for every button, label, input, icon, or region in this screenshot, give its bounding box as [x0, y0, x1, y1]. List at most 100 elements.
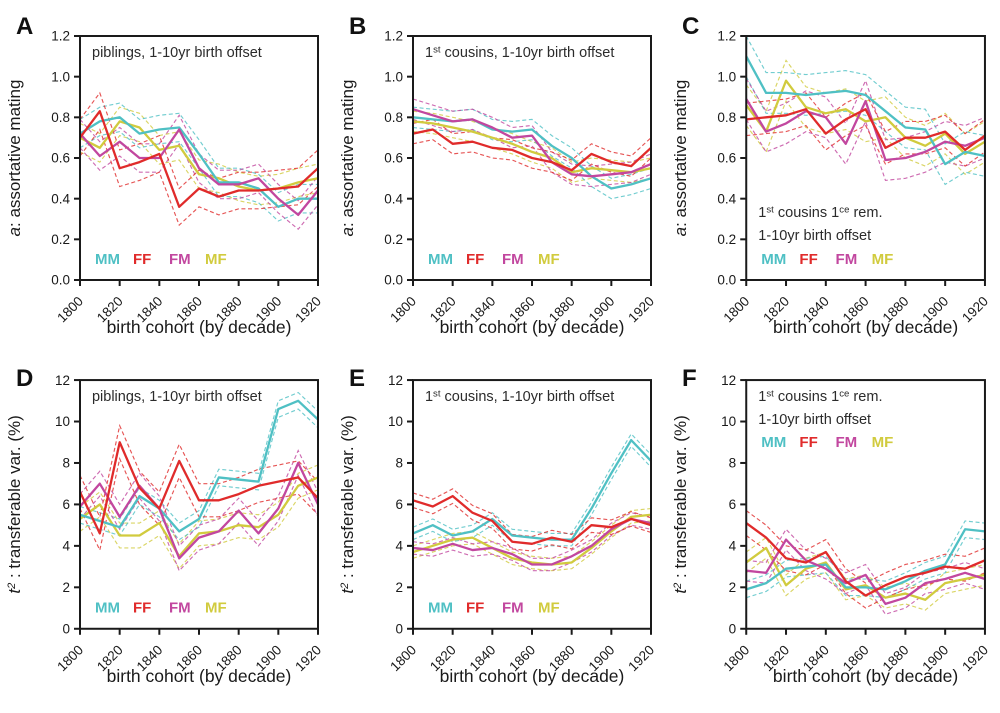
panel-A-line-FF: [79, 110, 319, 208]
legend-item-MM: MM: [761, 251, 786, 268]
legend-item-MF: MF: [872, 251, 894, 268]
panel-D-line-MF: [79, 476, 319, 558]
panel-A: 0.0 0.2 0.4 0.6 0.8 1.0 1.2 1800 1820 1840 1860 188…: [0, 0, 333, 356]
y-tick-label: 0.0: [384, 273, 403, 288]
panel-title-line: 1-10yr birth offset: [758, 412, 871, 428]
legend-item-MF: MF: [538, 600, 560, 617]
panel-E-ci-lower-MF: [412, 520, 652, 572]
panel-D-ci-upper-FM: [79, 449, 319, 547]
panel-title-line: 1st cousins, 1-10yr birth offset: [425, 389, 614, 406]
panel-B-line-FM: [412, 108, 652, 178]
legend-item-MM: MM: [428, 600, 453, 617]
panel-D-ci-upper-MM: [79, 391, 319, 524]
panel-C-ci-lower-FF: [746, 124, 986, 167]
y-tick-label: 4: [395, 539, 403, 554]
panel-C-line-FF: [746, 108, 986, 152]
panel-B-ci-upper-FM: [412, 98, 652, 167]
panel-C-line-FM: [745, 98, 986, 162]
panel-D: 0 2 4 6 8 10 12 1800 1820 1840 1860 1880 1900 1920 bir…: [0, 356, 333, 713]
legend-item-FM: FM: [502, 251, 524, 268]
y-tick-label: 10: [55, 414, 70, 429]
y-tick-label: 2: [395, 580, 403, 595]
panel-E-line-FF: [412, 494, 652, 545]
panel-D-line-FM: [79, 461, 319, 560]
x-axis-title: birth cohort (by decade): [773, 666, 958, 686]
panel-B-ci-lower-FM: [412, 118, 652, 188]
y-tick-label: 2: [62, 580, 70, 595]
panel-title-line: piblings, 1-10yr birth offset: [92, 389, 262, 405]
y-tick-label: 0.8: [717, 110, 736, 125]
legend-item-FF: FF: [799, 434, 817, 451]
y-tick-label: 1.2: [384, 29, 403, 44]
legend-item-MF: MF: [205, 251, 227, 268]
y-axis-title: a: assortative mating: [671, 80, 690, 237]
panel-D-ci-lower-FM: [79, 474, 319, 572]
y-tick-label: 4: [62, 539, 70, 554]
y-tick-label: 6: [62, 497, 70, 512]
legend-item-FM: FM: [836, 251, 858, 268]
y-tick-label: 12: [55, 373, 70, 388]
panel-A-line-MM: [79, 116, 318, 208]
y-tick-label: 1.0: [51, 69, 70, 84]
y-tick-label: 1.0: [717, 69, 736, 84]
y-tick-label: 0.8: [51, 110, 70, 125]
panel-C-line-MM: [745, 55, 986, 166]
legend-item-MM: MM: [95, 251, 120, 268]
y-tick-label: 1.0: [384, 69, 403, 84]
panel-E-ci-lower-FM: [412, 524, 652, 572]
legend-item-MM: MM: [95, 600, 120, 617]
x-tick-label: 1800: [387, 294, 419, 326]
panel-A-ci-upper-FF: [79, 91, 319, 190]
panel-E-line-MM: [412, 438, 652, 541]
panel-B-ci-lower-FF: [412, 139, 652, 182]
panel-E-ci-lower-FF: [412, 502, 652, 552]
y-tick-label: 12: [721, 373, 736, 388]
panel-letter: F: [682, 365, 697, 392]
y-tick-label: 0.2: [717, 232, 736, 247]
y-tick-label: 8: [395, 456, 403, 471]
x-tick-label: 1920: [625, 642, 657, 674]
y-tick-label: 0: [729, 621, 737, 636]
panel-title-line: 1st cousins 1ce rem.: [758, 389, 882, 406]
x-tick-label: 1920: [292, 294, 324, 326]
panel-C-ci-lower-FM: [745, 119, 986, 182]
y-tick-label: 10: [388, 414, 403, 429]
plot-area-A: [79, 91, 319, 231]
y-tick-label: 0.4: [51, 191, 70, 206]
plot-frame: [79, 379, 319, 630]
plot-area-B: [412, 98, 652, 200]
plot-area-C: [745, 35, 986, 186]
legend-item-FF: FF: [466, 600, 484, 617]
y-tick-label: 4: [729, 539, 737, 554]
panel-letter: A: [16, 13, 33, 40]
plot-frame: [412, 379, 652, 630]
y-tick-label: 0.0: [51, 273, 70, 288]
x-tick-label: 1800: [720, 642, 752, 674]
panel-letter: E: [349, 365, 365, 392]
panel-F-line-MF: [745, 546, 986, 601]
panel-C-line-MF: [745, 79, 986, 156]
x-axis-title: birth cohort (by decade): [440, 317, 625, 337]
y-tick-label: 0.2: [51, 232, 70, 247]
y-tick-label: 1.2: [717, 29, 736, 44]
panel-F-line-MM: [745, 528, 986, 591]
y-axis-title: a: assortative mating: [338, 80, 357, 237]
panel-D-line-MM: [79, 399, 319, 533]
panel-D-line-FF: [79, 441, 319, 535]
panel-A-ci-lower-FM: [79, 142, 319, 231]
panel-F-ci-upper-FF: [745, 510, 986, 584]
panel-A-ci-upper-FM: [79, 114, 319, 202]
legend-item-FF: FF: [466, 251, 484, 268]
y-tick-label: 0.8: [384, 110, 403, 125]
x-tick-label: 1920: [625, 294, 657, 326]
y-tick-label: 6: [729, 497, 737, 512]
panel-title-line: 1st cousins 1ce rem.: [758, 205, 882, 221]
y-tick-label: 10: [721, 414, 736, 429]
y-tick-label: 8: [729, 456, 737, 471]
panel-C-ci-upper-MM: [745, 35, 986, 145]
panel-E-line-MF: [412, 513, 652, 566]
panel-D-ci-upper-FF: [79, 423, 319, 519]
